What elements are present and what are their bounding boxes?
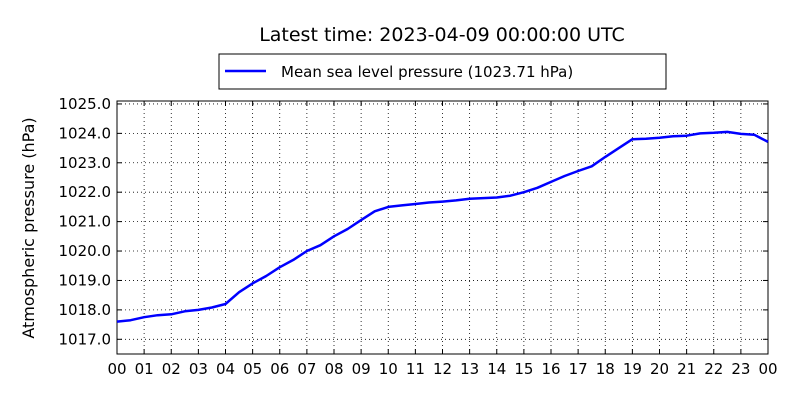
x-tick-label: 18	[596, 360, 615, 378]
x-tick-label: 07	[297, 360, 316, 378]
y-tick-label: 1023.0	[59, 154, 112, 172]
x-tick-label: 15	[514, 360, 533, 378]
y-tick-label: 1017.0	[59, 330, 112, 348]
x-tick-label: 02	[162, 360, 181, 378]
y-axis: 1017.0 1018.0 1019.0 1020.0 1021.0 1022.0 1023…	[59, 95, 768, 348]
x-tick-label: 06	[270, 360, 289, 378]
legend: Mean sea level pressure (1023.71 hPa)	[218, 53, 667, 90]
legend-box	[218, 53, 667, 90]
x-tick-label: 16	[541, 360, 560, 378]
y-axis-label: Atmospheric pressure (hPa)	[19, 117, 38, 338]
x-tick-label: 22	[704, 360, 723, 378]
x-tick-label: 10	[379, 360, 398, 378]
legend-label: Mean sea level pressure (1023.71 hPa)	[281, 63, 573, 81]
y-tick-label: 1020.0	[59, 242, 112, 260]
y-tick-label: 1022.0	[59, 183, 112, 201]
y-tick-label: 1019.0	[59, 271, 112, 289]
x-tick-label: 08	[324, 360, 343, 378]
x-tick-label: 23	[731, 360, 750, 378]
x-tick-label: 04	[216, 360, 235, 378]
x-tick-label: 20	[650, 360, 669, 378]
x-tick-label: 03	[189, 360, 208, 378]
x-tick-label: 14	[487, 360, 506, 378]
x-tick-label: 05	[243, 360, 262, 378]
x-tick-label: 12	[433, 360, 452, 378]
grid	[117, 101, 768, 354]
y-tick-label: 1018.0	[59, 301, 112, 319]
x-tick-label: 01	[135, 360, 154, 378]
series-line-pressure	[116, 130, 769, 323]
plot-area	[116, 100, 769, 355]
series-layer	[116, 130, 769, 323]
y-tick-label: 1025.0	[59, 95, 112, 113]
x-tick-label: 17	[569, 360, 588, 378]
x-axis: 00 01 02 03 04 05 06 07 08 09 10 11 12 13 14 15 16 17 18 19…	[107, 101, 778, 378]
x-tick-label: 19	[623, 360, 642, 378]
chart-title: Latest time: 2023-04-09 00:00:00 UTC	[259, 24, 625, 46]
x-tick-label: 11	[406, 360, 425, 378]
x-tick-label: 13	[460, 360, 479, 378]
x-tick-label: 21	[677, 360, 696, 378]
x-tick-label: 00	[758, 360, 777, 378]
y-tick-label: 1021.0	[59, 213, 112, 231]
x-tick-label: 00	[107, 360, 126, 378]
y-tick-label: 1024.0	[59, 124, 112, 142]
x-tick-label: 09	[352, 360, 371, 378]
